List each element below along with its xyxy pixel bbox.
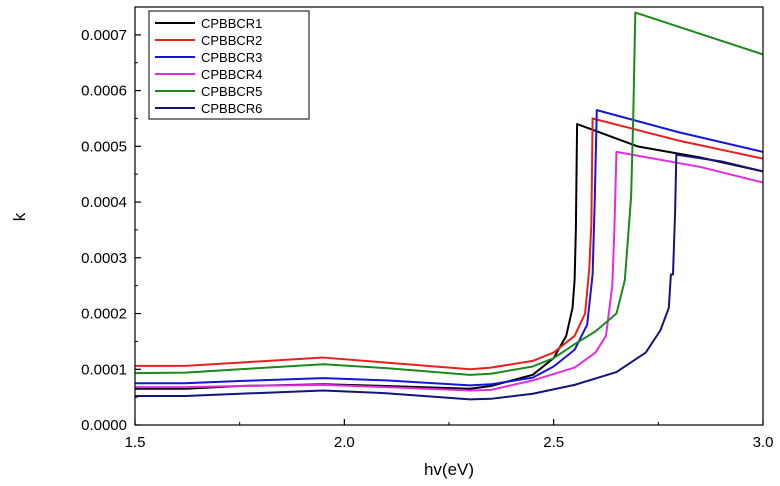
series-line-cpbbcr2 <box>135 117 763 371</box>
legend-label-cpbbcr3: CPBBCR3 <box>201 50 262 65</box>
x-tick-label: 3.0 <box>753 434 774 451</box>
x-tick-label: 2.5 <box>543 434 564 451</box>
y-tick-label: 0.0006 <box>81 83 127 100</box>
legend-label-cpbbcr1: CPBBCR1 <box>201 16 262 31</box>
y-tick-label: 0.0000 <box>81 417 127 434</box>
legend-box <box>148 10 310 120</box>
series-line-cpbbcr6 <box>135 153 763 401</box>
y-tick-label: 0.0004 <box>81 194 127 211</box>
series-line-cpbbcr5 <box>135 11 763 376</box>
legend-label-cpbbcr5: CPBBCR5 <box>201 84 262 99</box>
series-layer <box>135 11 763 401</box>
series-line-cpbbcr1 <box>135 123 763 390</box>
x-axis-title: hv(eV) <box>424 460 474 479</box>
legend-label-cpbbcr4: CPBBCR4 <box>201 67 262 82</box>
y-tick-label: 0.0001 <box>81 361 127 378</box>
series-line-cpbbcr4 <box>135 150 763 392</box>
y-tick-label: 0.0003 <box>81 250 127 267</box>
y-tick-label: 0.0005 <box>81 138 127 155</box>
legend: CPBBCR1 CPBBCR2 CPBBCR3 CPBBCR4 CPBBCR5 CPBBC… <box>148 10 310 120</box>
y-axis-title: k <box>10 212 29 221</box>
x-tick-label: 2.0 <box>334 434 355 451</box>
x-tick-label: 1.5 <box>125 434 146 451</box>
legend-label-cpbbcr6: CPBBCR6 <box>201 101 262 116</box>
y-tick-label: 0.0002 <box>81 306 127 323</box>
legend-label-cpbbcr2: CPBBCR2 <box>201 33 262 48</box>
y-tick-label: 0.0007 <box>81 27 127 44</box>
series-line-cpbbcr3 <box>135 109 763 387</box>
axes-layer: 1.5 2.0 2.5 3.0 0.0000 0.0001 0.0002 0.0003 0.00… <box>81 6 774 451</box>
